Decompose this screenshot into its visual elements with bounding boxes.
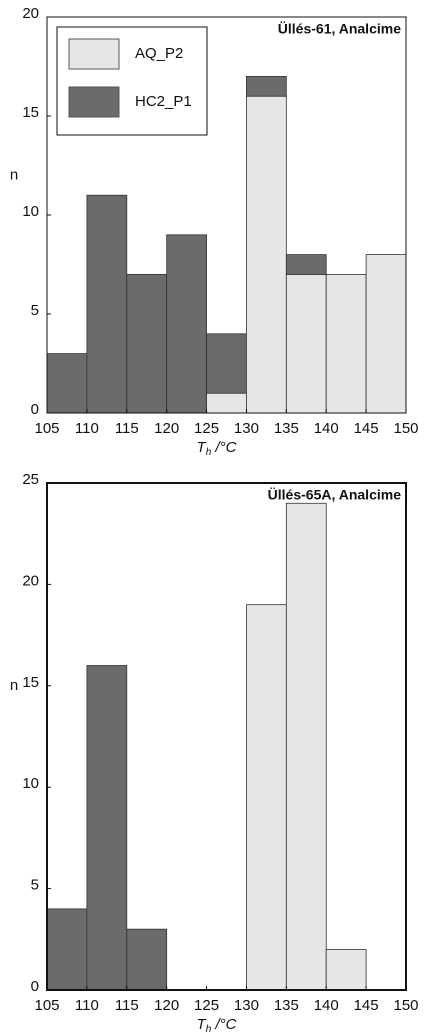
y-tick-label: 20 bbox=[22, 572, 39, 589]
y-axis-label: n bbox=[10, 166, 18, 183]
chart-title: Üllés-61, Analcime bbox=[278, 21, 401, 37]
bar bbox=[285, 273, 327, 414]
bar bbox=[246, 95, 287, 414]
bar bbox=[325, 273, 367, 414]
x-tick-label: 135 bbox=[274, 420, 299, 437]
chart-title: Üllés-65A, Analcime bbox=[268, 487, 402, 503]
x-tick-label: 115 bbox=[115, 997, 139, 1014]
x-tick-label: 110 bbox=[75, 420, 99, 437]
bar bbox=[246, 604, 287, 991]
x-axis-label: Th /°C bbox=[197, 439, 237, 458]
x-axis-symbol: T bbox=[197, 439, 208, 456]
bar bbox=[206, 333, 247, 394]
legend-label: HC2_P1 bbox=[135, 93, 192, 110]
x-tick-label: 140 bbox=[314, 420, 339, 437]
x-tick-label: 105 bbox=[34, 420, 59, 437]
x-tick-label: 145 bbox=[354, 997, 379, 1014]
y-axis-label: n bbox=[10, 677, 18, 694]
y-tick-label: 15 bbox=[22, 104, 39, 121]
y-tick-label: 0 bbox=[31, 401, 39, 418]
chart: Üllés-61, Analcime 0 5 10 15 20 105 110 115 120 12… bbox=[10, 5, 419, 458]
bar bbox=[365, 254, 407, 414]
y-tick-label: 20 bbox=[22, 5, 39, 22]
x-tick-label: 130 bbox=[234, 420, 259, 437]
bar bbox=[166, 234, 207, 414]
y-tick-label: 15 bbox=[22, 674, 39, 691]
x-tick-label: 135 bbox=[274, 997, 299, 1014]
x-axis-unit: /°C bbox=[211, 439, 236, 456]
y-tick-label: 5 bbox=[31, 302, 39, 319]
x-tick-label: 110 bbox=[75, 997, 99, 1014]
x-tick-label: 130 bbox=[234, 997, 259, 1014]
x-axis-label: Th /°C bbox=[197, 1016, 237, 1033]
x-tick-label: 150 bbox=[393, 420, 418, 437]
x-tick-label: 120 bbox=[154, 420, 179, 437]
y-tick-label: 10 bbox=[22, 203, 39, 220]
legend-label: AQ_P2 bbox=[135, 45, 183, 62]
bar bbox=[206, 392, 247, 414]
y-tick-label: 25 bbox=[22, 471, 39, 488]
x-tick-label: 115 bbox=[115, 420, 139, 437]
bar bbox=[86, 194, 128, 414]
bar bbox=[46, 353, 88, 414]
bar bbox=[285, 254, 327, 275]
y-tick-label: 0 bbox=[31, 978, 39, 995]
x-axis-symbol: T bbox=[197, 1016, 208, 1033]
plot-frame bbox=[46, 482, 407, 991]
x-tick-label: 125 bbox=[194, 997, 219, 1014]
legend-swatch bbox=[68, 38, 120, 70]
bar bbox=[285, 502, 327, 991]
x-tick-label: 145 bbox=[354, 420, 379, 437]
x-axis-subscript: h bbox=[206, 1024, 212, 1033]
x-tick-label: 140 bbox=[314, 997, 339, 1014]
bar bbox=[126, 273, 168, 414]
x-tick-label: 120 bbox=[154, 997, 179, 1014]
x-tick-label: 105 bbox=[34, 997, 59, 1014]
bar bbox=[126, 928, 168, 991]
x-axis-subscript: h bbox=[206, 447, 212, 458]
y-tick-label: 10 bbox=[22, 775, 39, 792]
x-axis-unit: /°C bbox=[211, 1016, 236, 1033]
bar bbox=[325, 949, 367, 991]
bar bbox=[86, 665, 128, 991]
x-tick-label: 150 bbox=[393, 997, 418, 1014]
legend-swatch bbox=[68, 86, 120, 118]
y-tick-label: 5 bbox=[31, 877, 39, 894]
chart: Üllés-65A, Analcime 0 5 10 15 20 25 105 110 115 12… bbox=[10, 471, 419, 1033]
bar bbox=[46, 908, 88, 991]
bar bbox=[246, 76, 287, 97]
x-tick-label: 125 bbox=[194, 420, 219, 437]
